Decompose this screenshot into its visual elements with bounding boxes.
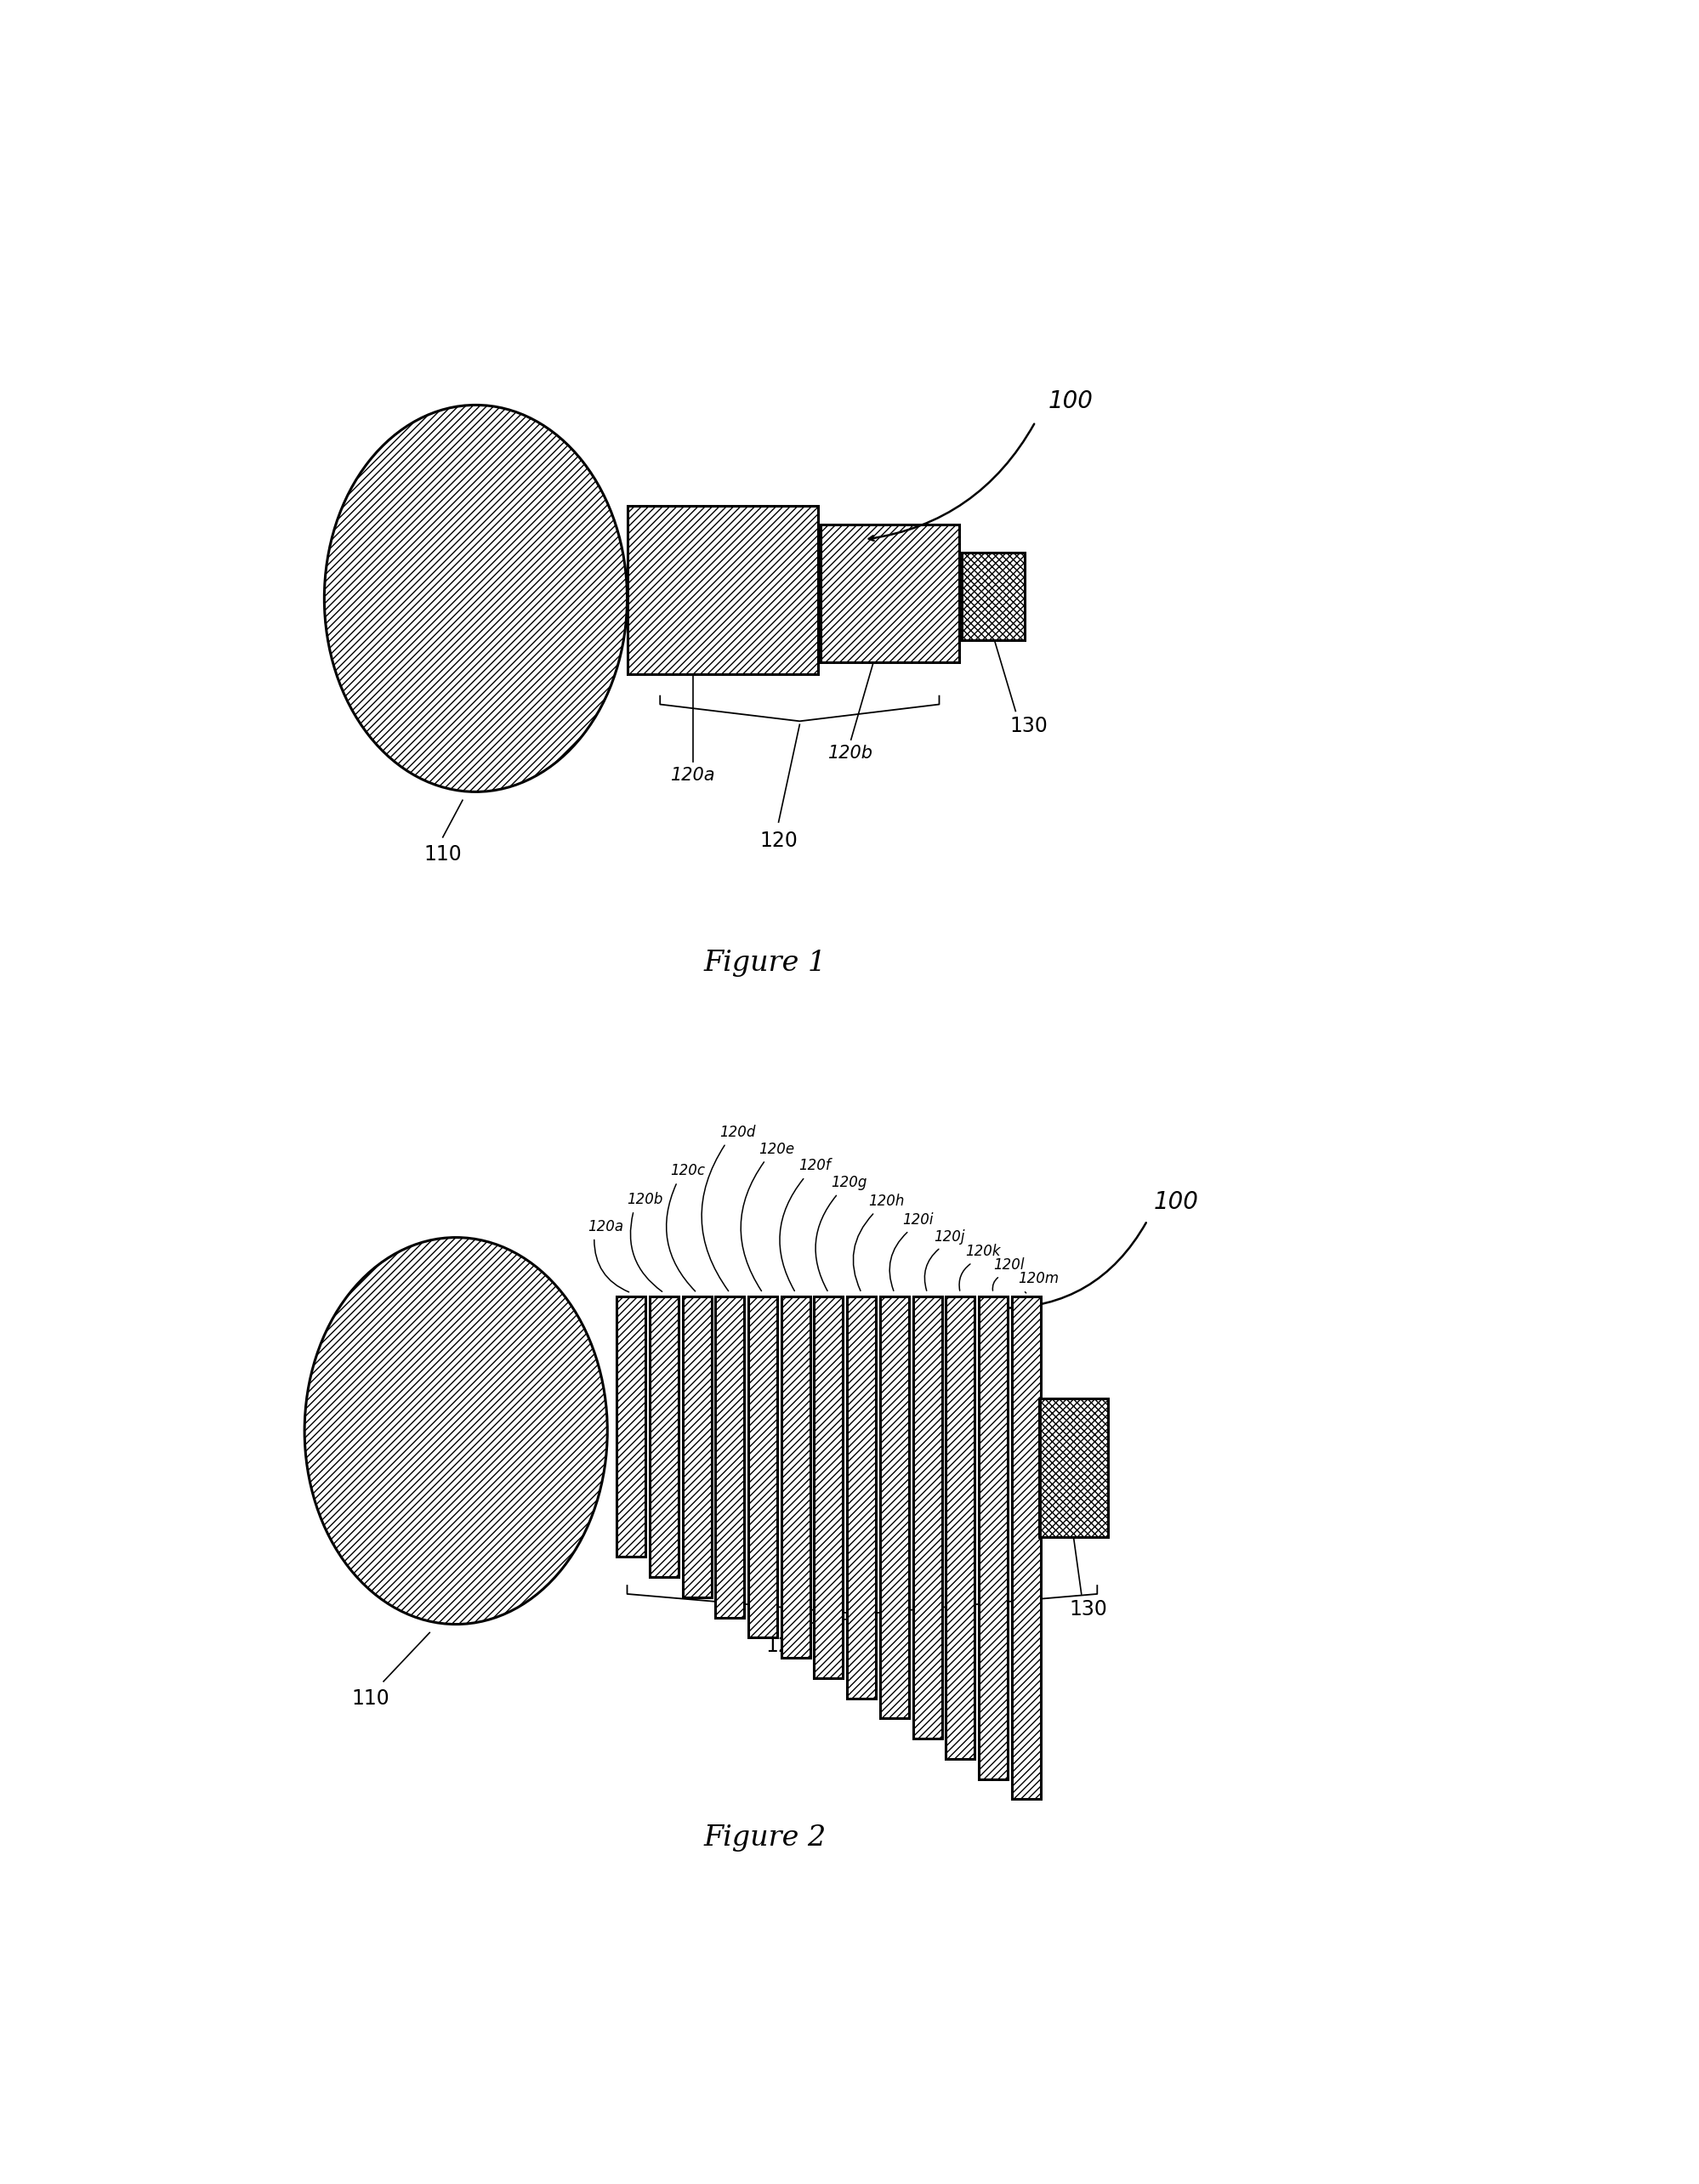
Text: Figure 2: Figure 2 [703,1824,827,1852]
Bar [814,1297,843,1677]
Text: 130: 130 [1009,716,1048,736]
Bar [649,1297,678,1577]
Text: 120a: 120a [671,767,715,784]
Text: 120: 120 [759,830,797,852]
Bar [979,1297,1008,1780]
Text: 120d: 120d [719,1125,756,1140]
Text: Figure 1: Figure 1 [703,950,827,976]
Bar [617,1297,646,1557]
Bar [782,1297,810,1658]
Bar [1011,1297,1040,1800]
Bar [912,1297,941,1738]
Bar [880,1297,909,1719]
Bar [649,1297,678,1577]
Bar [1011,1297,1040,1800]
Bar [1040,1400,1108,1538]
Text: 120i: 120i [902,1212,933,1227]
Text: 110: 110 [352,1688,389,1708]
Text: 100: 100 [1048,389,1094,413]
Bar [782,1297,810,1658]
Bar [748,1297,776,1638]
Bar [617,1297,646,1557]
Bar [946,1297,975,1758]
Bar [748,1297,776,1638]
Text: 130: 130 [1069,1599,1108,1618]
Bar [1040,1400,1108,1538]
Text: 120b: 120b [829,745,873,762]
Bar [683,1297,712,1597]
Text: 120h: 120h [868,1195,904,1210]
Text: 120m: 120m [1018,1271,1058,1286]
Text: 120: 120 [766,1636,804,1655]
Ellipse shape [304,1238,608,1625]
Text: 110: 110 [423,843,462,865]
Text: 120c: 120c [671,1164,705,1179]
Text: 120k: 120k [965,1245,1001,1260]
Text: 100: 100 [1154,1190,1199,1214]
Text: 120f: 120f [799,1158,831,1173]
Bar [946,1297,975,1758]
Text: 120a: 120a [588,1219,624,1234]
Text: 120j: 120j [934,1230,965,1245]
Bar [814,1297,843,1677]
Bar [627,507,819,675]
Bar [848,1297,877,1699]
Bar [848,1297,877,1699]
Bar [821,524,958,662]
Bar [627,507,819,675]
Ellipse shape [325,404,627,793]
Bar [821,524,958,662]
Bar [880,1297,909,1719]
Bar [683,1297,712,1597]
Text: 120g: 120g [831,1175,866,1190]
Text: 120b: 120b [627,1192,663,1208]
Text: 120e: 120e [759,1142,795,1158]
Bar [715,1297,744,1618]
Bar [962,553,1024,640]
Text: 120l: 120l [994,1258,1024,1273]
Bar [962,553,1024,640]
Bar [979,1297,1008,1780]
Bar [912,1297,941,1738]
Bar [715,1297,744,1618]
